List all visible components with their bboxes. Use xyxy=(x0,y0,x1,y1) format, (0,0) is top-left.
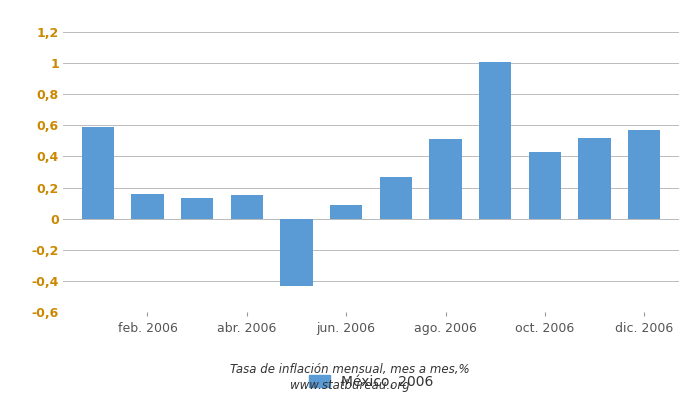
Text: www.statbureau.org: www.statbureau.org xyxy=(290,380,410,392)
Bar xyxy=(280,219,313,286)
Bar xyxy=(82,127,114,219)
Legend: México, 2006: México, 2006 xyxy=(303,369,439,394)
Text: Tasa de inflación mensual, mes a mes,%: Tasa de inflación mensual, mes a mes,% xyxy=(230,364,470,376)
Bar xyxy=(181,198,214,219)
Bar xyxy=(628,130,660,219)
Bar xyxy=(379,177,412,219)
Bar xyxy=(231,195,263,219)
Bar xyxy=(132,194,164,219)
Bar xyxy=(528,152,561,219)
Bar xyxy=(429,139,462,219)
Bar xyxy=(578,138,610,219)
Bar xyxy=(330,205,363,219)
Bar xyxy=(479,62,511,219)
